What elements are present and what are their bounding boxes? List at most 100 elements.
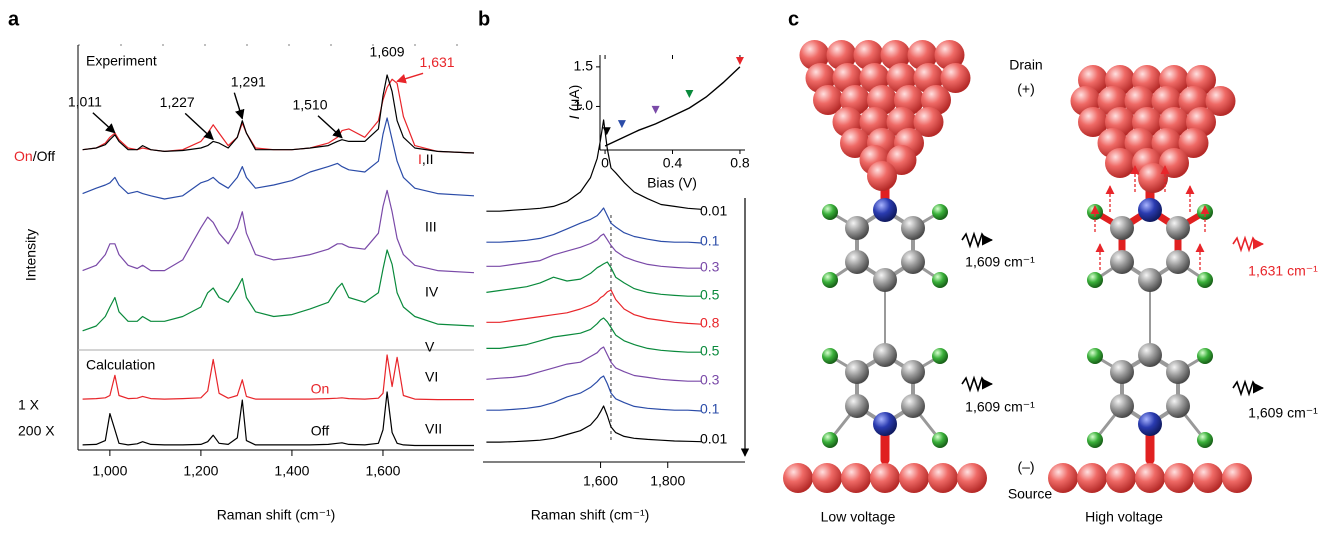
spectrum bbox=[82, 249, 475, 332]
scale-label: 200 X bbox=[18, 423, 55, 439]
emission-wave bbox=[961, 231, 994, 249]
side-label-part: On bbox=[14, 148, 33, 164]
atom bbox=[901, 360, 925, 384]
atom bbox=[873, 412, 897, 436]
bias-marker bbox=[735, 57, 744, 65]
peak-label: 1,227 bbox=[160, 94, 195, 110]
atom bbox=[812, 463, 842, 493]
y-tick-label: 1.0 bbox=[574, 97, 594, 113]
atom bbox=[932, 348, 948, 364]
atom bbox=[845, 394, 869, 418]
spectrum bbox=[486, 289, 702, 325]
atom bbox=[783, 463, 813, 493]
x-tick-label: 1,600 bbox=[583, 473, 618, 489]
atom bbox=[1178, 128, 1209, 158]
atom bbox=[845, 216, 869, 240]
bias-marker bbox=[602, 127, 611, 136]
panel-label: a bbox=[8, 8, 20, 30]
atom bbox=[901, 216, 925, 240]
atom bbox=[1166, 216, 1190, 240]
atom bbox=[1205, 86, 1236, 116]
iv-curve bbox=[604, 66, 741, 147]
spectrum bbox=[486, 207, 702, 244]
atom bbox=[845, 360, 869, 384]
mode-label: 1,609 cm⁻¹ bbox=[965, 399, 1035, 415]
atom bbox=[1138, 198, 1162, 222]
bias-marker bbox=[617, 120, 626, 129]
series-label: III bbox=[425, 219, 437, 235]
x-axis-title: Raman shift (cm⁻¹) bbox=[217, 507, 336, 523]
spectrum bbox=[486, 261, 702, 297]
peak-arrow bbox=[396, 72, 424, 84]
atom bbox=[1110, 216, 1134, 240]
series-label: VII bbox=[425, 421, 442, 437]
spectrum bbox=[486, 317, 702, 353]
spectrum bbox=[82, 78, 475, 154]
atom bbox=[1105, 148, 1135, 178]
atom bbox=[957, 463, 987, 493]
atom bbox=[1048, 463, 1078, 493]
atom bbox=[940, 63, 971, 93]
atom bbox=[826, 40, 857, 70]
series-label: 0.01 bbox=[700, 203, 727, 219]
emission-wave bbox=[1232, 379, 1265, 397]
atom bbox=[1087, 432, 1103, 448]
y-axis-title: I (μA) bbox=[566, 85, 582, 120]
section-label: Experiment bbox=[86, 53, 157, 69]
atom bbox=[1110, 250, 1134, 274]
atom bbox=[799, 40, 830, 70]
atom bbox=[841, 463, 871, 493]
x-tick-label: 0 bbox=[601, 155, 609, 171]
bias-marker bbox=[651, 105, 660, 114]
mode-label: 1,631 cm⁻¹ bbox=[1248, 263, 1318, 279]
atom bbox=[867, 161, 897, 191]
atom bbox=[1087, 272, 1103, 288]
scale-label: 1 X bbox=[18, 397, 40, 413]
atom bbox=[932, 272, 948, 288]
peak-arrow bbox=[184, 112, 214, 141]
spectrum bbox=[82, 354, 474, 401]
atom bbox=[1110, 394, 1134, 418]
polarity-label: (–) bbox=[1017, 459, 1034, 475]
atom bbox=[845, 250, 869, 274]
atom bbox=[870, 463, 900, 493]
atom bbox=[822, 272, 838, 288]
x-tick-label: 0.4 bbox=[663, 155, 683, 171]
atom bbox=[1166, 250, 1190, 274]
atom bbox=[1197, 348, 1213, 364]
peak-arrow bbox=[92, 112, 116, 134]
spectrum bbox=[486, 375, 702, 412]
atom bbox=[901, 394, 925, 418]
peak-arrow bbox=[317, 115, 343, 139]
peak-label: 1,631 bbox=[420, 54, 455, 70]
atom bbox=[901, 250, 925, 274]
series-label-part: II bbox=[426, 151, 434, 167]
atom bbox=[1222, 463, 1252, 493]
side-label: On/Off bbox=[14, 148, 55, 164]
series-label-part: , bbox=[422, 151, 426, 167]
panel-label: c bbox=[788, 8, 799, 30]
atom bbox=[873, 343, 897, 367]
atom bbox=[1166, 394, 1190, 418]
atom bbox=[1164, 463, 1194, 493]
mode-label: 1,609 cm⁻¹ bbox=[965, 254, 1035, 270]
spectrum bbox=[486, 233, 702, 269]
electrode-label: Source bbox=[1008, 486, 1053, 502]
atom bbox=[1166, 360, 1190, 384]
y-axis-title: Intensity bbox=[23, 229, 39, 281]
atom bbox=[1087, 348, 1103, 364]
spectrum bbox=[486, 405, 702, 443]
atom bbox=[928, 463, 958, 493]
atom bbox=[932, 432, 948, 448]
series-tag: Off bbox=[311, 423, 330, 439]
atom bbox=[1135, 463, 1165, 493]
spectrum bbox=[82, 74, 475, 154]
atom bbox=[822, 204, 838, 220]
peak-label: 1,609 bbox=[370, 44, 405, 60]
series-label-part: I bbox=[418, 151, 422, 167]
atom bbox=[934, 40, 965, 70]
series-label: IV bbox=[425, 284, 439, 300]
x-axis-title: Raman shift (cm⁻¹) bbox=[531, 507, 650, 523]
atom bbox=[1110, 360, 1134, 384]
atom bbox=[1138, 412, 1162, 436]
